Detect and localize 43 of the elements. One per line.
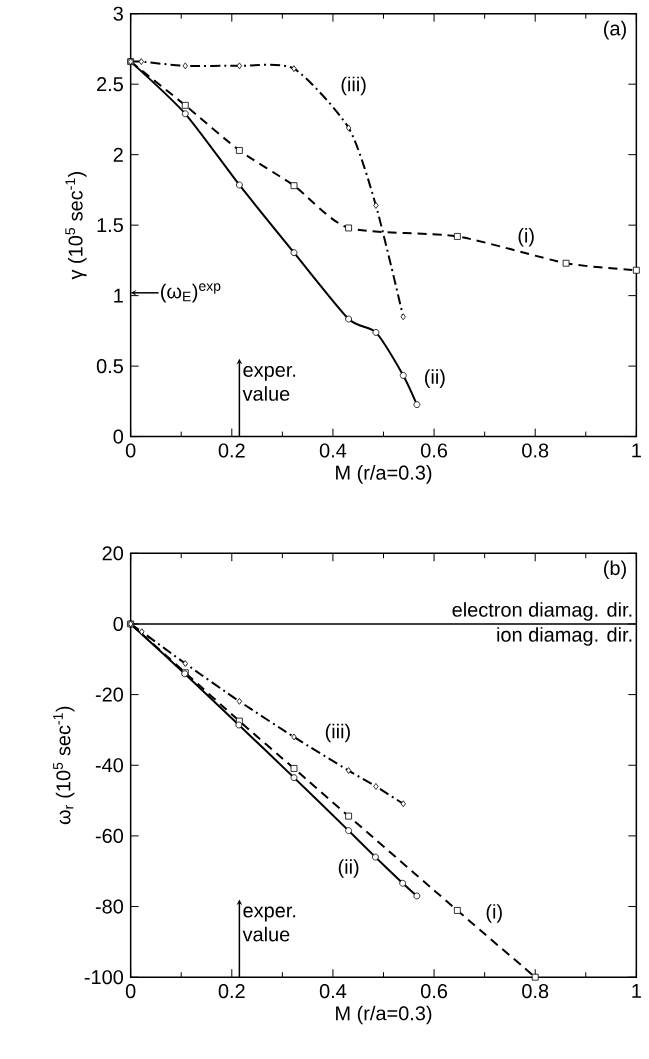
- y-axis-title: ω$_{r}$ (10$^{5}$ sec$^{-1}$): [53, 706, 75, 825]
- x-tick-label: 0.6: [421, 443, 448, 458]
- y-tick-label: -100: [84, 970, 124, 985]
- x-tick-label: 0.2: [218, 443, 245, 458]
- y-tick-label: 1: [114, 288, 124, 303]
- x-tick-label: 0: [126, 984, 136, 999]
- x-axis-title: M (r/a=0.3): [336, 465, 432, 484]
- y-tick-label: 0: [113, 429, 124, 444]
- y-tick-label: -20: [96, 687, 124, 702]
- annotation: (a): [604, 20, 627, 40]
- y-tick-label: -80: [96, 899, 124, 914]
- y-tick-label: -60: [96, 828, 124, 843]
- series-label: (iii): [326, 723, 351, 743]
- ref-line-label: electron diamag. dir.: [452, 602, 632, 621]
- series-label: (ii): [425, 369, 445, 388]
- x-tick-label: 0.4: [320, 443, 347, 458]
- x-tick-label: 0: [126, 443, 136, 458]
- x-tick-label: 1: [632, 443, 642, 458]
- y-tick-label: 20: [102, 546, 124, 561]
- y-axis-title: γ (10$^{5}$ sec$^{-1}$): [65, 172, 87, 280]
- annotation: exper. value: [242, 906, 296, 942]
- series-label: (ii): [338, 859, 359, 878]
- x-tick-label: 0.4: [320, 984, 347, 999]
- y-tick-label: 3: [113, 6, 124, 21]
- series-label: (i): [518, 227, 535, 247]
- x-axis-title: M (r/a=0.3): [336, 1005, 432, 1025]
- y-tick-label: -40: [96, 758, 124, 773]
- annotation: ion diamag. dir.: [497, 627, 632, 646]
- x-tick-label: 0.8: [522, 443, 549, 458]
- annotation: (ω$_{E}$)$^{exp}$: [161, 283, 221, 303]
- x-tick-label: 1: [632, 984, 642, 998]
- y-tick-label: 0: [113, 616, 124, 632]
- x-tick-label: 0.6: [421, 984, 448, 999]
- series-label: (iii): [341, 76, 366, 96]
- annotation: (b): [604, 560, 627, 580]
- x-tick-label: 0.2: [218, 984, 245, 999]
- y-tick-label: 2.5: [97, 77, 124, 92]
- series-label: (i): [486, 904, 503, 923]
- y-tick-label: 0.5: [97, 359, 124, 374]
- x-tick-label: 0.8: [522, 984, 549, 999]
- y-tick-label: 1.5: [97, 218, 124, 233]
- annotation: exper. value: [242, 365, 296, 401]
- y-tick-label: 2: [113, 147, 124, 162]
